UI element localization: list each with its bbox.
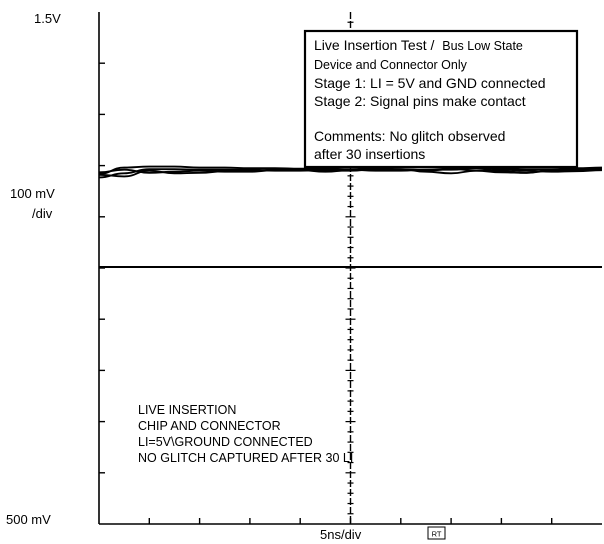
top-voltage-label: 1.5V [34,11,61,26]
rt-badge-label: RT [432,530,442,539]
annotation-line-2: CHIP AND CONNECTOR [138,419,281,433]
info-box-line-stage2: Stage 2: Signal pins make contact [314,93,526,109]
info-box: Live Insertion Test / Bus Low State Devi… [303,29,579,169]
rt-badge-box [427,526,446,540]
waveform-traces [98,165,603,179]
vertical-scale-unit-label: /div [32,206,53,221]
info-box-title: Live Insertion Test / Bus Low State [314,37,523,53]
annotation-line-3: LI=5V\GROUND CONNECTED [138,435,313,449]
bottom-voltage-label: 500 mV [6,512,51,527]
info-box-line-insertions: after 30 insertions [314,146,425,162]
info-box-title-main: Live Insertion Test / [314,37,434,53]
info-box-border [303,29,579,169]
timebase-label: 5ns/div [320,527,362,542]
annotation-line-1: LIVE INSERTION [138,403,236,417]
info-box-title-sub: Bus Low State [442,39,523,53]
annotation-line-4: NO GLITCH CAPTURED AFTER 30 LI [138,451,353,465]
vertical-scale-label: 100 mV [10,186,55,201]
info-box-line-device: Device and Connector Only [314,58,468,72]
info-box-line-stage1: Stage 1: LI = 5V and GND connected [314,75,546,91]
capture-annotation: LIVE INSERTION CHIP AND CONNECTOR LI=5V\… [138,403,353,465]
waveform-trace-4 [98,167,603,178]
info-box-line-comments: Comments: No glitch observed [314,128,505,144]
